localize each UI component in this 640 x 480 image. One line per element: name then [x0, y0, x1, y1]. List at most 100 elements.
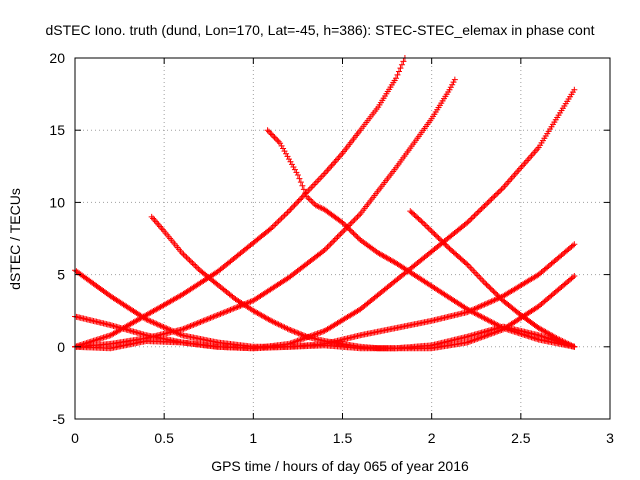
- data-point: [288, 327, 295, 334]
- data-point: [568, 342, 575, 349]
- data-point: [343, 223, 350, 230]
- data-point: [173, 329, 180, 336]
- data-point: [333, 235, 340, 242]
- data-point: [198, 318, 205, 325]
- data-point: [414, 214, 421, 221]
- data-point: [318, 205, 325, 212]
- data-point: [464, 219, 471, 226]
- data-point: [462, 260, 469, 267]
- data-point: [179, 249, 185, 256]
- data-point: [227, 306, 234, 313]
- data-point: [427, 226, 434, 233]
- data-point: [275, 321, 282, 328]
- data-point: [487, 285, 494, 292]
- data-point: [445, 244, 452, 251]
- data-point: [283, 325, 290, 332]
- data-point: [483, 281, 490, 288]
- data-point: [432, 232, 439, 239]
- data-point: [267, 130, 274, 137]
- data-point: [407, 208, 414, 215]
- data-point: [183, 254, 190, 261]
- data-point: [467, 216, 474, 223]
- data-point: [179, 326, 185, 333]
- data-point: [328, 239, 335, 246]
- data-point: [451, 76, 458, 83]
- data-point: [472, 305, 479, 312]
- data-point: [419, 219, 426, 226]
- data-point: [272, 221, 279, 228]
- data-point: [305, 195, 312, 202]
- data-point: [447, 84, 454, 91]
- data-point: [193, 264, 200, 271]
- data-point: [465, 338, 472, 345]
- data-point: [157, 322, 164, 329]
- data-point: [217, 310, 224, 317]
- y-tick-label: 10: [49, 194, 65, 210]
- y-tick-label: 15: [49, 122, 65, 138]
- data-point: [467, 338, 474, 345]
- data-point: [482, 300, 489, 307]
- data-point: [320, 248, 327, 255]
- data-point: [280, 323, 287, 330]
- data-point: [571, 273, 578, 280]
- data-point: [275, 138, 282, 145]
- data-point: [492, 191, 499, 198]
- data-point: [441, 240, 448, 247]
- data-point: [290, 203, 297, 210]
- data-point: [340, 220, 347, 227]
- data-point: [557, 337, 564, 344]
- data-point: [181, 325, 188, 332]
- data-point: [218, 310, 225, 317]
- data-point: [563, 340, 570, 347]
- data-point: [291, 328, 298, 335]
- data-point: [482, 201, 489, 208]
- data-point: [398, 61, 405, 68]
- data-point: [315, 329, 322, 336]
- data-point: [298, 331, 305, 338]
- data-point: [291, 166, 298, 173]
- data-point: [443, 242, 450, 249]
- data-point: [487, 197, 494, 204]
- data-point: [274, 219, 281, 226]
- x-tick-label: 0.5: [154, 430, 174, 446]
- data-point: [488, 298, 495, 305]
- data-point: [268, 225, 275, 232]
- data-point: [268, 131, 275, 138]
- data-point: [464, 339, 471, 346]
- data-point: [355, 212, 362, 219]
- data-point: [462, 220, 469, 227]
- data-point: [195, 265, 202, 272]
- data-point: [278, 215, 285, 222]
- data-point: [230, 305, 237, 312]
- data-point: [246, 299, 253, 306]
- data-point: [485, 198, 492, 205]
- data-point: [338, 229, 345, 236]
- data-point: [434, 233, 441, 240]
- data-point: [169, 327, 176, 334]
- data-point: [312, 202, 319, 209]
- data-point: [494, 190, 501, 197]
- data-point: [150, 319, 157, 326]
- data-point: [471, 336, 478, 343]
- data-point: [421, 221, 428, 228]
- data-point: [484, 300, 491, 307]
- data-point: [146, 317, 153, 324]
- data-point: [351, 216, 358, 223]
- data-point: [231, 305, 238, 312]
- data-point: [161, 324, 168, 331]
- data-point: [571, 343, 578, 350]
- data-point: [277, 140, 284, 147]
- data-point: [314, 330, 321, 337]
- data-point: [204, 316, 211, 323]
- data-point: [287, 327, 294, 334]
- data-point: [292, 329, 299, 336]
- data-point: [159, 323, 166, 330]
- data-point: [303, 193, 310, 200]
- x-tick-label: 1.5: [333, 430, 353, 446]
- data-point: [346, 226, 353, 233]
- data-point: [296, 175, 303, 182]
- data-point: [287, 158, 294, 165]
- data-point: [208, 314, 215, 321]
- data-point: [494, 292, 501, 299]
- data-point: [181, 252, 188, 259]
